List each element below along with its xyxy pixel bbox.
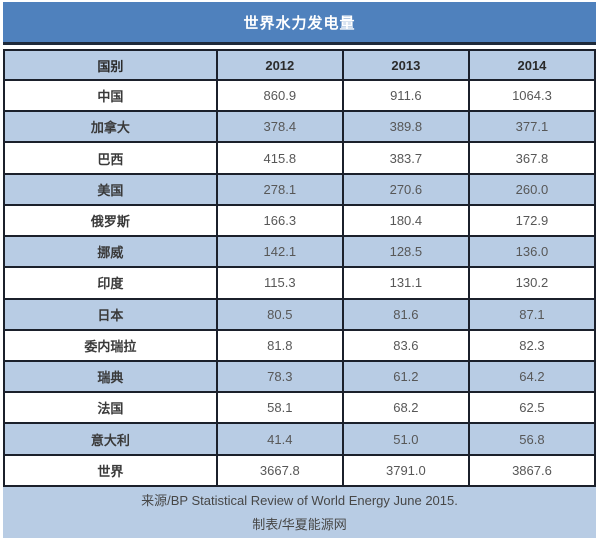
table-row-france: 法国 58.1 68.2 62.5: [3, 391, 597, 425]
value-cell: 81.6: [341, 297, 470, 331]
value-cell: 180.4: [341, 203, 470, 238]
value-cell: 278.1: [215, 172, 344, 206]
table-row-india: 印度 115.3 131.1 130.2: [3, 266, 597, 300]
value-cell: 383.7: [341, 141, 470, 175]
country-cell: 巴西: [3, 141, 218, 175]
source-text: 来源/BP Statistical Review of World Energy…: [141, 492, 458, 508]
value-cell: 41.4: [215, 422, 344, 456]
value-cell: 83.6: [341, 328, 470, 362]
value-cell: 130.2: [467, 266, 597, 300]
value-cell: 367.8: [467, 141, 597, 175]
country-cell: 委内瑞拉: [3, 328, 218, 362]
column-header-2012: 2012: [215, 49, 344, 81]
value-cell: 142.1: [215, 235, 344, 269]
column-header-2013: 2013: [341, 49, 470, 81]
value-cell: 3791.0: [341, 453, 470, 488]
value-cell: 78.3: [215, 359, 344, 394]
column-header-country: 国别: [3, 49, 218, 81]
value-cell: 172.9: [467, 203, 597, 238]
value-cell: 3667.8: [215, 453, 344, 488]
country-cell: 中国: [3, 78, 218, 113]
value-cell: 911.6: [341, 78, 470, 113]
country-cell: 挪威: [3, 235, 218, 269]
value-cell: 377.1: [467, 110, 597, 144]
value-cell: 260.0: [467, 172, 597, 206]
table-row-norway: 挪威 142.1 128.5 136.0: [3, 235, 597, 269]
country-cell: 日本: [3, 297, 218, 331]
country-cell: 世界: [3, 453, 218, 488]
value-cell: 415.8: [215, 141, 344, 175]
table-row-brazil: 巴西 415.8 383.7 367.8: [3, 141, 597, 175]
country-cell: 俄罗斯: [3, 203, 218, 238]
value-cell: 270.6: [341, 172, 470, 206]
country-cell: 意大利: [3, 422, 218, 456]
column-header-2014: 2014: [467, 49, 597, 81]
value-cell: 378.4: [215, 110, 344, 144]
hydropower-table: 国别 2012 2013 2014 中国 860.9 911.6 1064.3 …: [3, 49, 597, 488]
value-cell: 3867.6: [467, 453, 597, 488]
value-cell: 131.1: [341, 266, 470, 300]
value-cell: 64.2: [467, 359, 597, 394]
table-row-italy: 意大利 41.4 51.0 56.8: [3, 422, 597, 456]
table-title-bar: 世界水力发电量: [3, 2, 596, 45]
value-cell: 860.9: [215, 78, 344, 113]
value-cell: 115.3: [215, 266, 344, 300]
country-cell: 瑞典: [3, 359, 218, 394]
value-cell: 1064.3: [467, 78, 597, 113]
table-title: 世界水力发电量: [243, 14, 356, 32]
value-cell: 61.2: [341, 359, 470, 394]
value-cell: 62.5: [467, 391, 597, 425]
value-cell: 68.2: [341, 391, 470, 425]
value-cell: 136.0: [467, 235, 597, 269]
table-row-china: 中国 860.9 911.6 1064.3: [3, 78, 597, 113]
value-cell: 80.5: [215, 297, 344, 331]
table-row-world: 世界 3667.8 3791.0 3867.6: [3, 453, 597, 488]
table-row-venezuela: 委内瑞拉 81.8 83.6 82.3: [3, 328, 597, 362]
country-cell: 加拿大: [3, 110, 218, 144]
table-row-usa: 美国 278.1 270.6 260.0: [3, 172, 597, 206]
table-footer: 来源/BP Statistical Review of World Energy…: [3, 487, 596, 538]
value-cell: 51.0: [341, 422, 470, 456]
value-cell: 56.8: [467, 422, 597, 456]
value-cell: 166.3: [215, 203, 344, 238]
value-cell: 82.3: [467, 328, 597, 362]
value-cell: 81.8: [215, 328, 344, 362]
table-row-russia: 俄罗斯 166.3 180.4 172.9: [3, 203, 597, 238]
credit-text: 制表/华夏能源网: [252, 516, 347, 532]
country-cell: 法国: [3, 391, 218, 425]
country-cell: 美国: [3, 172, 218, 206]
country-cell: 印度: [3, 266, 218, 300]
value-cell: 58.1: [215, 391, 344, 425]
header-row: 国别 2012 2013 2014: [3, 49, 597, 81]
value-cell: 87.1: [467, 297, 597, 331]
value-cell: 128.5: [341, 235, 470, 269]
table-row-japan: 日本 80.5 81.6 87.1: [3, 297, 597, 331]
table-row-sweden: 瑞典 78.3 61.2 64.2: [3, 359, 597, 394]
table-row-canada: 加拿大 378.4 389.8 377.1: [3, 110, 597, 144]
value-cell: 389.8: [341, 110, 470, 144]
